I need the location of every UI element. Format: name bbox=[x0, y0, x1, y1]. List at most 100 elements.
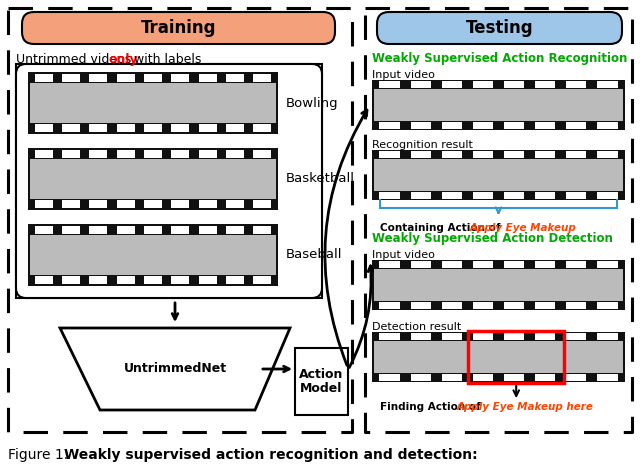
Polygon shape bbox=[411, 374, 431, 381]
Polygon shape bbox=[504, 192, 524, 199]
Polygon shape bbox=[30, 159, 276, 199]
Polygon shape bbox=[199, 150, 216, 158]
Polygon shape bbox=[144, 200, 162, 208]
Polygon shape bbox=[597, 333, 618, 340]
Polygon shape bbox=[253, 226, 271, 233]
Polygon shape bbox=[116, 150, 134, 158]
Polygon shape bbox=[35, 74, 52, 82]
Polygon shape bbox=[442, 333, 462, 340]
Polygon shape bbox=[116, 226, 134, 233]
Polygon shape bbox=[253, 276, 271, 284]
Polygon shape bbox=[597, 302, 618, 309]
Polygon shape bbox=[172, 74, 189, 82]
Polygon shape bbox=[226, 150, 244, 158]
Polygon shape bbox=[253, 150, 271, 158]
Polygon shape bbox=[535, 261, 556, 268]
Polygon shape bbox=[411, 333, 431, 340]
Polygon shape bbox=[442, 261, 462, 268]
Text: UntrimmedNet: UntrimmedNet bbox=[124, 363, 227, 376]
Polygon shape bbox=[374, 341, 623, 373]
Polygon shape bbox=[442, 374, 462, 381]
Polygon shape bbox=[411, 151, 431, 158]
Polygon shape bbox=[504, 261, 524, 268]
Polygon shape bbox=[473, 374, 493, 381]
Polygon shape bbox=[199, 276, 216, 284]
Polygon shape bbox=[535, 374, 556, 381]
Polygon shape bbox=[597, 81, 618, 88]
Polygon shape bbox=[16, 64, 322, 298]
Polygon shape bbox=[411, 81, 431, 88]
Polygon shape bbox=[504, 302, 524, 309]
Polygon shape bbox=[535, 192, 556, 199]
Polygon shape bbox=[62, 276, 80, 284]
Polygon shape bbox=[380, 302, 399, 309]
Polygon shape bbox=[597, 261, 618, 268]
Polygon shape bbox=[144, 276, 162, 284]
Text: Weakly Supervised Action Recognition: Weakly Supervised Action Recognition bbox=[372, 52, 627, 65]
Polygon shape bbox=[566, 302, 586, 309]
Polygon shape bbox=[62, 124, 80, 132]
Polygon shape bbox=[62, 226, 80, 233]
Text: Apply Eye Makeup here: Apply Eye Makeup here bbox=[456, 402, 593, 412]
Polygon shape bbox=[473, 333, 493, 340]
FancyBboxPatch shape bbox=[16, 64, 322, 298]
Polygon shape bbox=[295, 348, 348, 415]
Polygon shape bbox=[535, 151, 556, 158]
Polygon shape bbox=[442, 192, 462, 199]
Polygon shape bbox=[172, 124, 189, 132]
Polygon shape bbox=[380, 122, 399, 129]
Polygon shape bbox=[442, 151, 462, 158]
Polygon shape bbox=[172, 226, 189, 233]
Polygon shape bbox=[35, 150, 52, 158]
Polygon shape bbox=[372, 260, 625, 310]
Polygon shape bbox=[411, 192, 431, 199]
Text: Containing Action of: Containing Action of bbox=[380, 223, 504, 233]
Text: Apply Eye Makeup: Apply Eye Makeup bbox=[469, 223, 576, 233]
Polygon shape bbox=[35, 124, 52, 132]
Polygon shape bbox=[199, 200, 216, 208]
Polygon shape bbox=[566, 192, 586, 199]
Polygon shape bbox=[90, 276, 108, 284]
Polygon shape bbox=[226, 200, 244, 208]
Text: Baseball: Baseball bbox=[286, 248, 342, 261]
Polygon shape bbox=[597, 192, 618, 199]
Polygon shape bbox=[226, 226, 244, 233]
Polygon shape bbox=[504, 81, 524, 88]
Polygon shape bbox=[504, 333, 524, 340]
Text: Training: Training bbox=[141, 19, 216, 37]
Polygon shape bbox=[199, 124, 216, 132]
Text: Input video: Input video bbox=[372, 70, 435, 80]
Polygon shape bbox=[473, 302, 493, 309]
Polygon shape bbox=[535, 122, 556, 129]
Polygon shape bbox=[144, 74, 162, 82]
Text: Detection result: Detection result bbox=[372, 322, 461, 332]
Text: Basketball: Basketball bbox=[286, 172, 355, 185]
Polygon shape bbox=[172, 150, 189, 158]
Polygon shape bbox=[226, 276, 244, 284]
Polygon shape bbox=[172, 200, 189, 208]
Polygon shape bbox=[60, 328, 290, 410]
Polygon shape bbox=[535, 81, 556, 88]
Polygon shape bbox=[144, 124, 162, 132]
FancyBboxPatch shape bbox=[22, 12, 335, 44]
Polygon shape bbox=[144, 150, 162, 158]
Polygon shape bbox=[566, 122, 586, 129]
Polygon shape bbox=[28, 148, 278, 210]
Polygon shape bbox=[380, 374, 399, 381]
Text: Weakly Supervised Action Detection: Weakly Supervised Action Detection bbox=[372, 232, 613, 245]
Polygon shape bbox=[442, 81, 462, 88]
Polygon shape bbox=[28, 224, 278, 286]
Polygon shape bbox=[535, 333, 556, 340]
Text: with labels: with labels bbox=[131, 53, 202, 66]
FancyBboxPatch shape bbox=[377, 12, 622, 44]
Polygon shape bbox=[504, 374, 524, 381]
Polygon shape bbox=[411, 302, 431, 309]
Polygon shape bbox=[566, 333, 586, 340]
Polygon shape bbox=[374, 89, 623, 121]
Polygon shape bbox=[30, 235, 276, 275]
Polygon shape bbox=[90, 226, 108, 233]
Text: Action
Model: Action Model bbox=[299, 368, 343, 396]
Polygon shape bbox=[473, 151, 493, 158]
Text: Weakly supervised action recognition and detection:: Weakly supervised action recognition and… bbox=[64, 448, 477, 462]
Polygon shape bbox=[504, 122, 524, 129]
